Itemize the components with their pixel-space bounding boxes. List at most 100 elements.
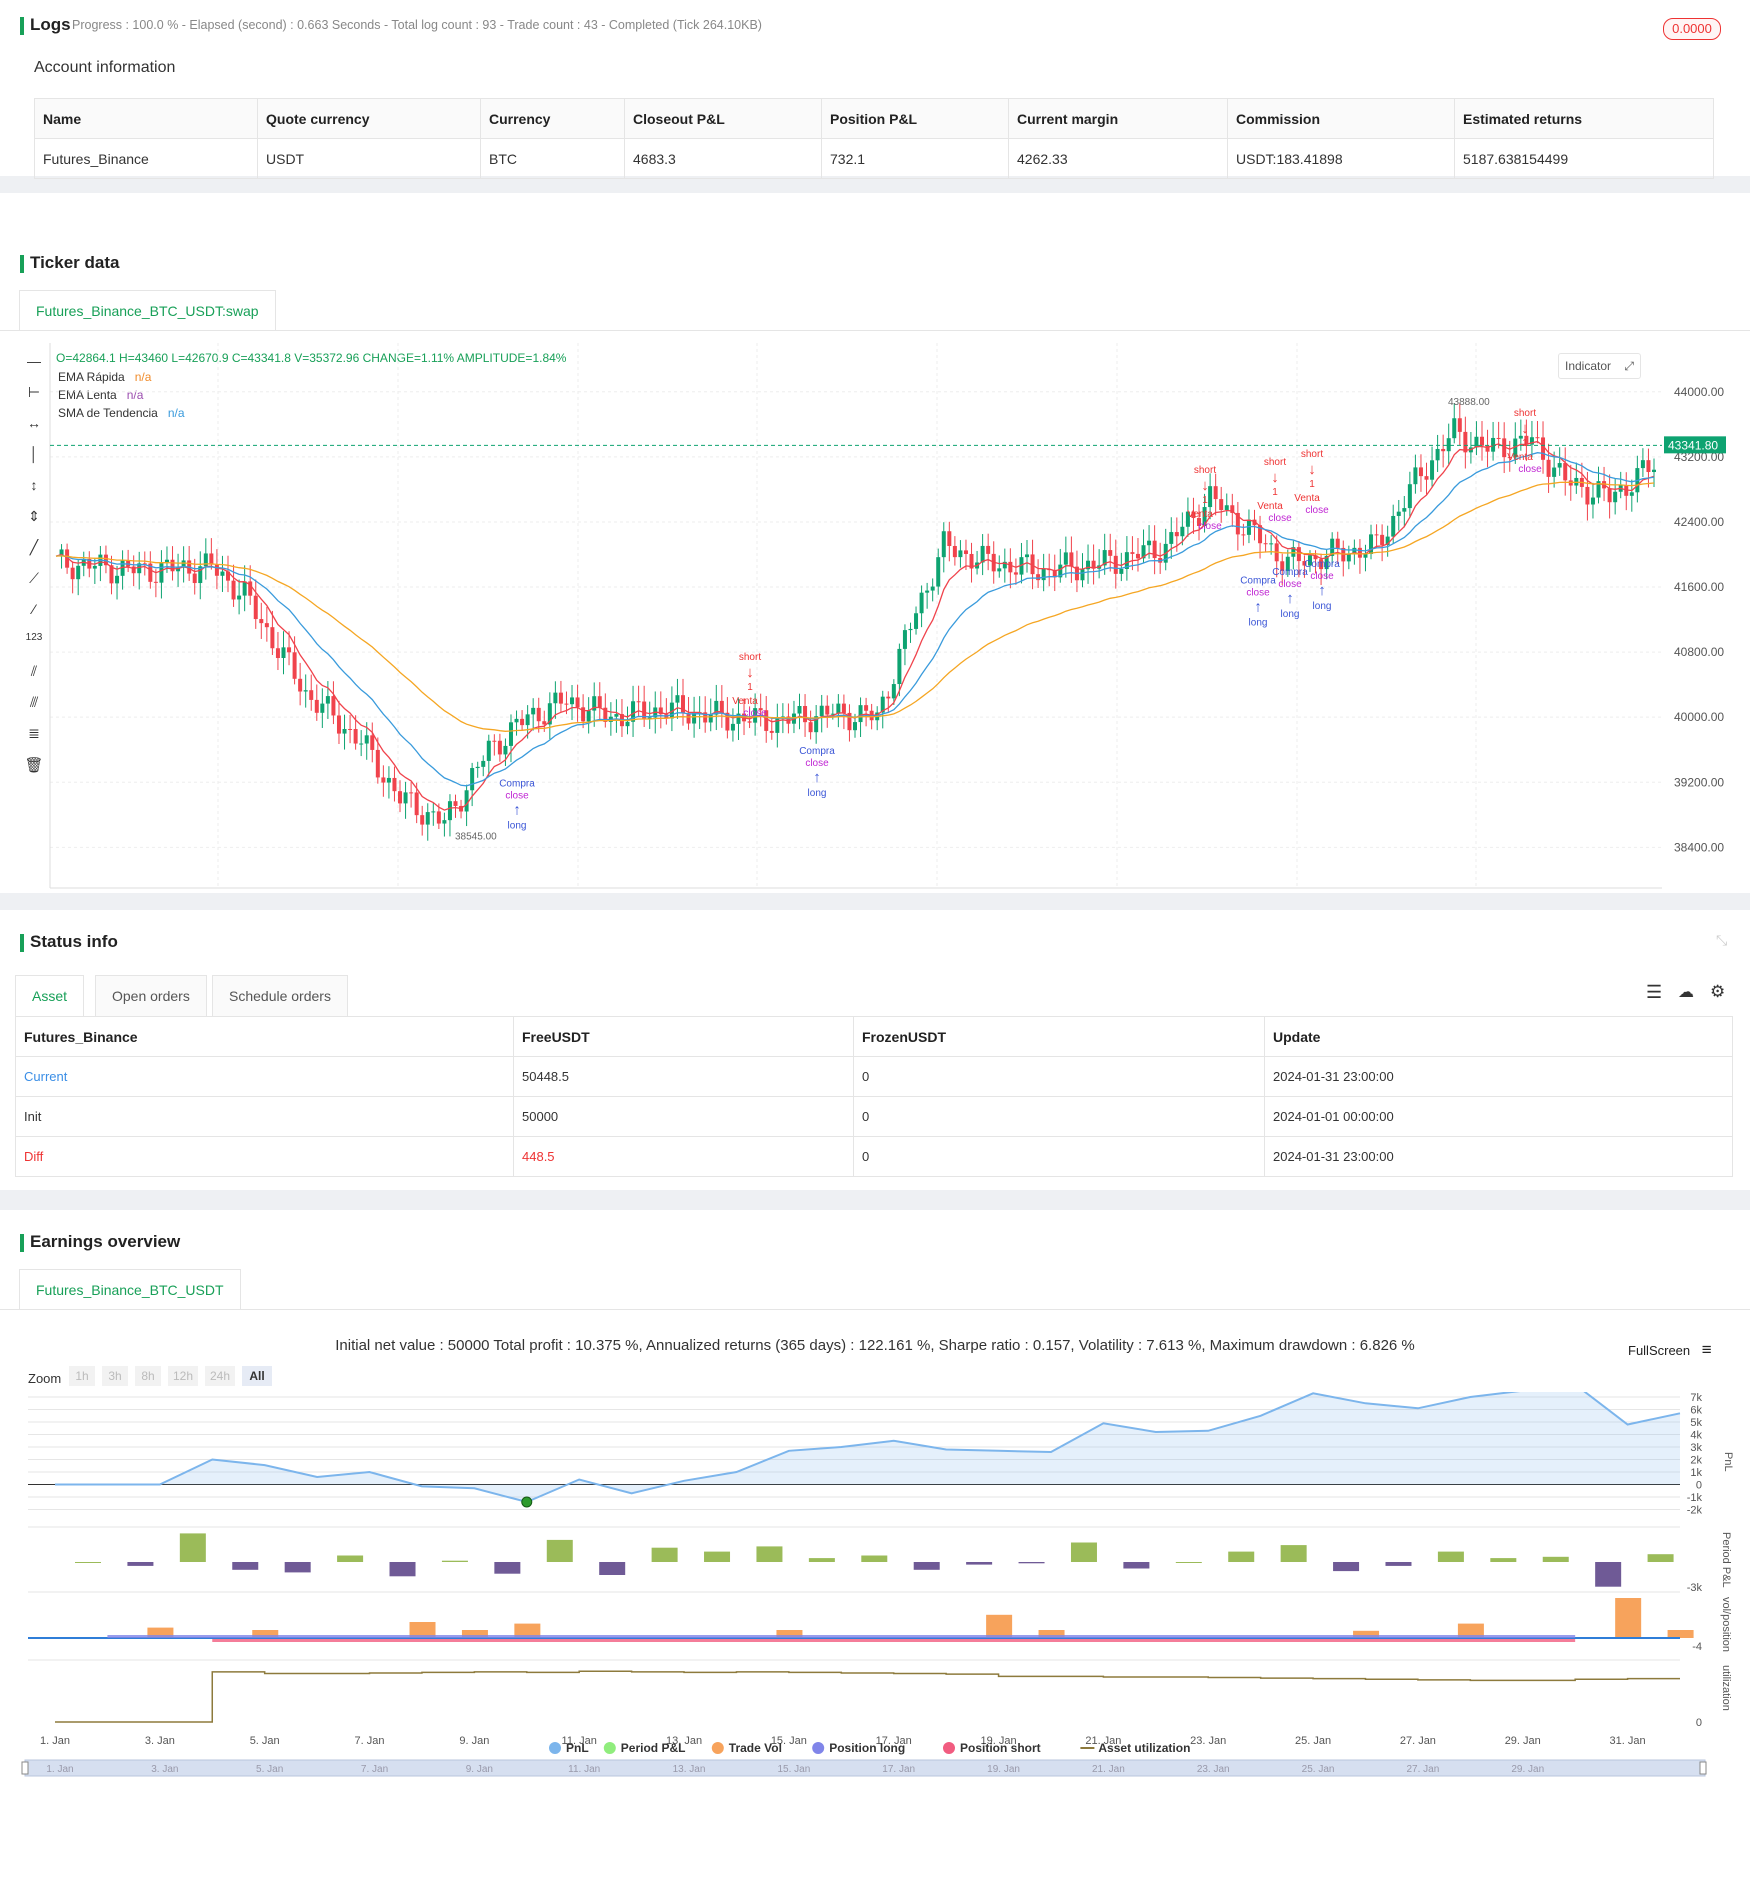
- account-col: Name: [34, 98, 258, 139]
- candle-body: [1285, 556, 1290, 571]
- candle-body: [1518, 435, 1523, 439]
- vertical-segment-icon[interactable]: ⇕: [28, 508, 40, 524]
- ticker-title: Ticker data: [19, 253, 120, 273]
- navigator-handle-left[interactable]: [21, 1761, 29, 1775]
- candle-body: [1535, 437, 1540, 439]
- account-row: Futures_Binance USDT BTC 4683.3 732.1 42…: [34, 138, 1714, 179]
- legend-label[interactable]: Trade Vol: [729, 1741, 782, 1755]
- horizontal-ray-icon[interactable]: ⊢: [27, 384, 41, 400]
- zoom-all[interactable]: All: [242, 1366, 272, 1386]
- cloud-upload-icon[interactable]: ☁: [1678, 984, 1694, 1001]
- segment-icon[interactable]: ⁄: [32, 601, 36, 617]
- legend-sma-trend[interactable]: SMA de Tendencia n/a: [58, 404, 185, 422]
- candlestick-chart[interactable]: 44000.00 43200.00 42400.00 41600.00 40800.00…: [0, 333, 1750, 893]
- candle-body: [359, 743, 364, 745]
- candle-body: [625, 721, 630, 727]
- tab-asset[interactable]: Asset: [15, 975, 85, 1016]
- menu-icon[interactable]: ≡: [1701, 1340, 1712, 1359]
- asset-col: Update: [1264, 1016, 1733, 1057]
- vertical-line-icon[interactable]: │: [29, 446, 39, 462]
- candle-body: [880, 696, 885, 713]
- navigator-handle-right[interactable]: [1699, 1761, 1707, 1775]
- legend-label[interactable]: PnL: [566, 1741, 589, 1755]
- candle-body: [636, 701, 641, 703]
- indicator-button[interactable]: Indicator ⤢: [1558, 353, 1641, 379]
- zoom-24h[interactable]: 24h: [205, 1366, 235, 1386]
- candle-body: [259, 619, 264, 624]
- price-tick-label: 40800.00: [1674, 645, 1724, 659]
- date-tick-label: 21. Jan: [1085, 1735, 1121, 1747]
- zoom-1h[interactable]: 1h: [69, 1366, 95, 1386]
- candle-body: [841, 703, 846, 713]
- candle-body: [825, 705, 830, 715]
- legend-label[interactable]: Asset utilization: [1098, 1741, 1190, 1755]
- candle-body: [1513, 438, 1518, 458]
- legend-value: n/a: [167, 406, 185, 420]
- parallel-line-icon[interactable]: ⫽: [30, 663, 38, 679]
- venta-label: Venta: [1187, 509, 1213, 520]
- candle-body: [1357, 547, 1362, 558]
- zoom-3h[interactable]: 3h: [102, 1366, 128, 1386]
- frozen-usdt: 0: [853, 1056, 1265, 1097]
- candle-body: [941, 531, 946, 558]
- logs-badge[interactable]: 0.0000: [1663, 18, 1721, 40]
- price-tick-label: 39200.00: [1674, 775, 1724, 789]
- candle-body: [886, 696, 891, 699]
- status-title: Status info: [20, 932, 118, 952]
- fibonacci-icon[interactable]: ≣: [28, 725, 40, 741]
- candle-body: [1263, 543, 1268, 545]
- asset-col: FrozenUSDT: [853, 1016, 1265, 1057]
- ray-line-icon[interactable]: ⟋: [29, 570, 39, 586]
- zoom-12h[interactable]: 12h: [168, 1366, 198, 1386]
- list-icon[interactable]: ☰: [1646, 982, 1663, 1002]
- candle-body: [497, 740, 502, 755]
- horizontal-segment-icon[interactable]: ↔: [27, 415, 41, 431]
- util-axis-title: utilization: [1720, 1665, 1732, 1711]
- candle-body: [1596, 481, 1601, 498]
- frozen-usdt: 0: [853, 1136, 1265, 1177]
- trash-icon[interactable]: 🗑: [24, 757, 44, 774]
- settings-icon[interactable]: ⚙: [1710, 982, 1726, 1001]
- candle-body: [1335, 538, 1340, 548]
- price-label-icon[interactable]: 123: [25, 632, 43, 643]
- candle-body: [553, 692, 558, 704]
- tab-schedule-orders[interactable]: Schedule orders: [212, 975, 348, 1016]
- candle-body: [1374, 534, 1379, 536]
- collapse-icon[interactable]: ⤡: [1716, 932, 1728, 948]
- candle-body: [914, 613, 919, 629]
- legend-label[interactable]: Position short: [960, 1741, 1041, 1755]
- candle-body: [520, 718, 525, 726]
- legend-label[interactable]: Period P&L: [621, 1741, 686, 1755]
- zoom-8h[interactable]: 8h: [135, 1366, 161, 1386]
- candle-body: [1269, 543, 1274, 545]
- horizontal-line-icon[interactable]: —: [27, 353, 41, 369]
- candle-body: [1424, 476, 1429, 480]
- date-tick-label: 15. Jan: [771, 1735, 807, 1747]
- vertical-ray-icon[interactable]: ↕: [30, 477, 38, 493]
- candle-body: [464, 790, 469, 812]
- account-cell: USDT:183.41898: [1227, 138, 1455, 179]
- candle-body: [1202, 507, 1207, 526]
- tab-open-orders[interactable]: Open orders: [95, 975, 207, 1016]
- pnl-tick-label: 7k: [1690, 1392, 1702, 1404]
- fullscreen-button[interactable]: FullScreen ≡: [1628, 1340, 1712, 1360]
- expand-icon[interactable]: ⤢: [1624, 359, 1634, 373]
- trend-line-icon[interactable]: ╱: [29, 539, 39, 555]
- period-pnl-bar: [127, 1562, 154, 1566]
- candle-body: [470, 768, 475, 791]
- ticker-tab[interactable]: Futures_Binance_BTC_USDT:swap: [19, 290, 276, 331]
- candle-body: [325, 696, 330, 704]
- pnl-tick-label: -1k: [1687, 1492, 1703, 1504]
- navigator-date-label: 7. Jan: [361, 1764, 388, 1775]
- legend-ema-fast[interactable]: EMA Rápida n/a: [58, 368, 185, 386]
- candle-body: [65, 549, 70, 568]
- legend-label[interactable]: Position long: [829, 1741, 905, 1755]
- legend-ema-slow[interactable]: EMA Lenta n/a: [58, 386, 185, 404]
- account-cell: BTC: [480, 138, 625, 179]
- candle-body: [686, 713, 691, 724]
- channel-icon[interactable]: ⫻: [29, 694, 39, 710]
- candle-body: [398, 791, 403, 804]
- earnings-tab[interactable]: Futures_Binance_BTC_USDT: [19, 1269, 241, 1310]
- candle-body: [475, 766, 480, 769]
